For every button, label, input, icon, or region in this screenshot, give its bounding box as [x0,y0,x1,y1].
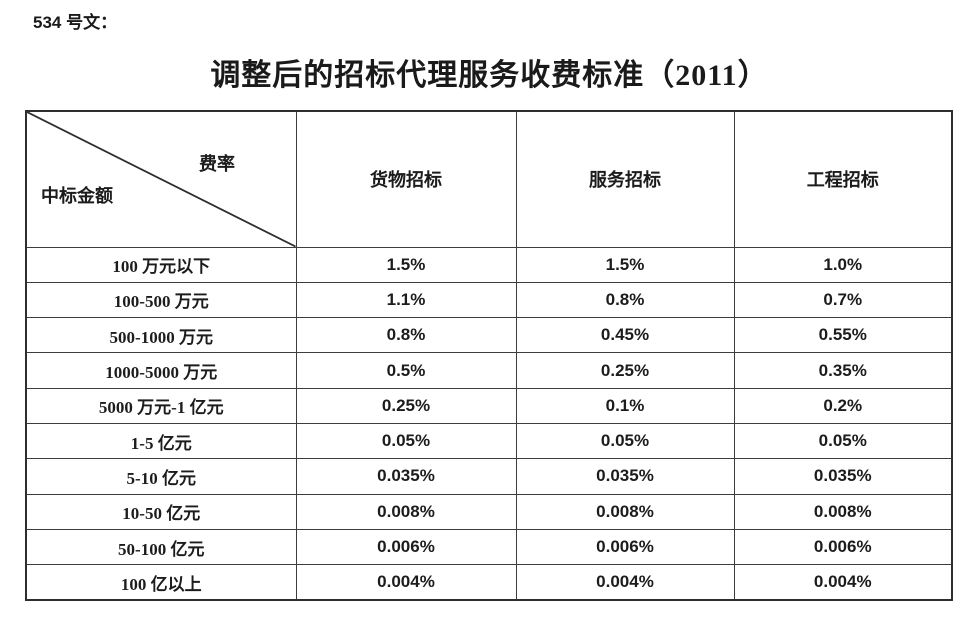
service-rate-cell: 0.1% [515,387,735,424]
table-row: 5-10 亿元 0.035% 0.035% 0.035% [25,458,953,495]
amount-range-cell: 100-500 万元 [25,281,297,319]
corner-label-amount: 中标金额 [41,186,113,206]
goods-rate-cell: 0.006% [295,528,517,566]
engineering-rate-cell: 0.35% [733,352,953,389]
goods-rate-cell: 0.05% [295,422,517,460]
table-row: 500-1000 万元 0.8% 0.45% 0.55% [25,317,953,354]
column-header-service: 服务招标 [515,110,735,248]
goods-rate-cell: 0.008% [295,493,517,530]
amount-range-cell: 1-5 亿元 [25,422,297,460]
amount-range-cell: 500-1000 万元 [25,317,297,354]
engineering-rate-cell: 0.006% [733,528,953,566]
engineering-rate-cell: 1.0% [733,246,953,283]
table-row: 100 万元以下 1.5% 1.5% 1.0% [25,246,953,283]
engineering-rate-cell: 0.05% [733,422,953,460]
service-rate-cell: 0.25% [515,352,735,389]
amount-range-cell: 5-10 亿元 [25,458,297,495]
page-title: 调整后的招标代理服务收费标准（2011） [210,59,769,92]
service-rate-cell: 0.035% [515,458,735,495]
service-rate-cell: 1.5% [515,246,735,283]
diagonal-divider-line [27,112,296,247]
document-number-label: 534 号文： [33,13,118,32]
table-row: 100-500 万元 1.1% 0.8% 0.7% [25,281,953,319]
amount-range-cell: 10-50 亿元 [25,493,297,530]
column-header-goods: 货物招标 [295,110,517,248]
service-rate-cell: 0.004% [515,564,735,601]
service-rate-cell: 0.05% [515,422,735,460]
table-row: 10-50 亿元 0.008% 0.008% 0.008% [25,493,953,530]
goods-rate-cell: 1.5% [295,246,517,283]
service-rate-cell: 0.45% [515,317,735,354]
goods-rate-cell: 0.8% [295,317,517,354]
service-rate-cell: 0.008% [515,493,735,530]
engineering-rate-cell: 0.55% [733,317,953,354]
goods-rate-cell: 0.5% [295,352,517,389]
table-row: 50-100 亿元 0.006% 0.006% 0.006% [25,528,953,566]
amount-range-cell: 1000-5000 万元 [25,352,297,389]
goods-rate-cell: 0.004% [295,564,517,601]
amount-range-cell: 5000 万元-1 亿元 [25,387,297,424]
service-rate-cell: 0.8% [515,281,735,319]
goods-rate-cell: 0.25% [295,387,517,424]
amount-range-cell: 100 万元以下 [25,246,297,283]
service-rate-cell: 0.006% [515,528,735,566]
corner-label-rate: 费率 [199,154,235,174]
goods-rate-cell: 1.1% [295,281,517,319]
amount-range-cell: 50-100 亿元 [25,528,297,566]
table-row: 100 亿以上 0.004% 0.004% 0.004% [25,564,953,601]
engineering-rate-cell: 0.7% [733,281,953,319]
engineering-rate-cell: 0.004% [733,564,953,601]
fee-rate-table: 费率 中标金额 货物招标 服务招标 工程招标 100 万元以下 1.5% 1.5… [25,110,953,601]
table-row: 1-5 亿元 0.05% 0.05% 0.05% [25,422,953,460]
table-header-row: 费率 中标金额 货物招标 服务招标 工程招标 [25,110,953,248]
table-row: 1000-5000 万元 0.5% 0.25% 0.35% [25,352,953,389]
engineering-rate-cell: 0.2% [733,387,953,424]
diagonal-corner-cell: 费率 中标金额 [25,110,297,248]
column-header-engineering: 工程招标 [733,110,953,248]
table-row: 5000 万元-1 亿元 0.25% 0.1% 0.2% [25,387,953,424]
engineering-rate-cell: 0.008% [733,493,953,530]
engineering-rate-cell: 0.035% [733,458,953,495]
goods-rate-cell: 0.035% [295,458,517,495]
amount-range-cell: 100 亿以上 [25,564,297,601]
